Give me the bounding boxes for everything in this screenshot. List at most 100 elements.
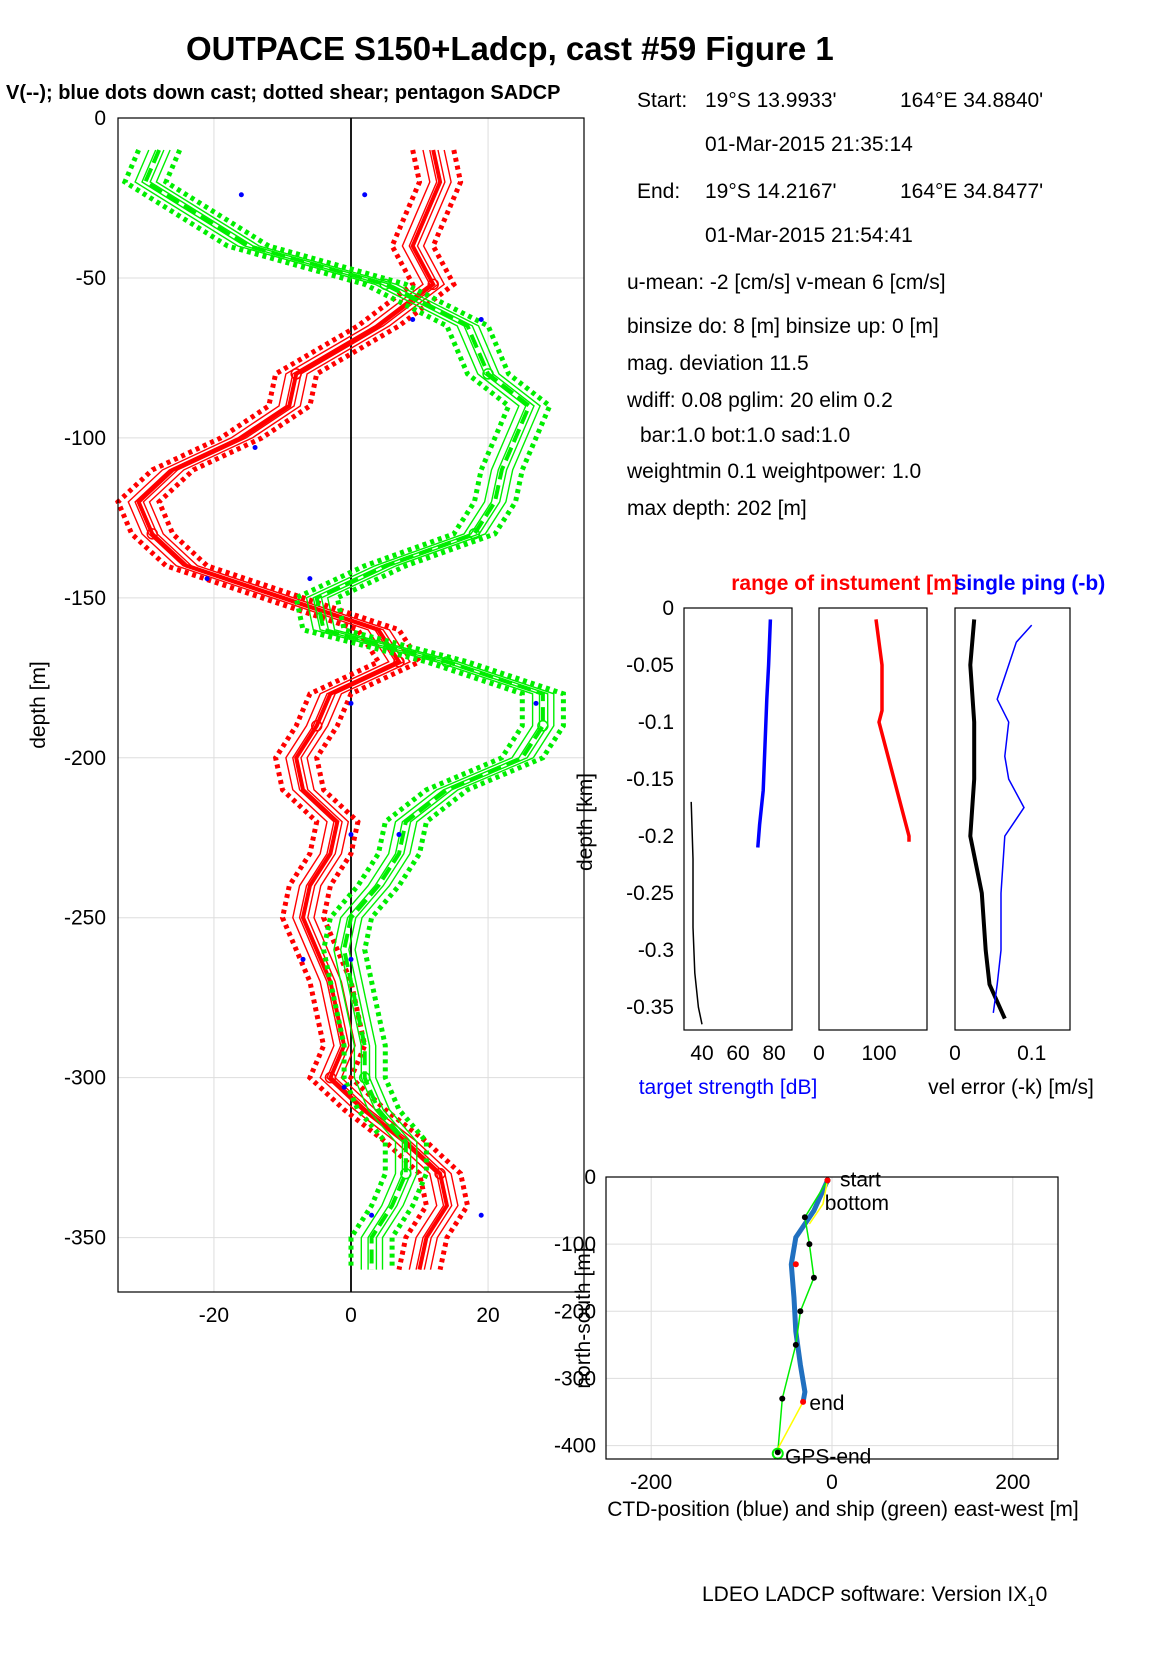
single-ping-title: single ping (-b) [955,572,1105,595]
x-tick-label: 0 [949,1042,961,1065]
y-tick-label: -0.2 [638,825,674,848]
range-plot: 0 100 range of instument [m] [731,572,959,1065]
series-line-copy [134,149,445,1270]
downcast-dot [348,832,354,838]
y-tick-label: -250 [64,907,106,930]
v-velocity-line [142,149,545,1270]
start-label: Start: [637,89,688,112]
series-envelope-left [115,149,430,1271]
downcast-dot [478,317,484,323]
y-tick-label: -0.25 [626,882,674,905]
downcast-dot [341,1084,347,1090]
downcast-dot [362,192,368,198]
downcast-dot [204,576,210,582]
y-tick-label: -200 [554,1300,596,1323]
downcast-dot [300,956,306,962]
series-line-copy [155,149,555,1270]
series-line-copy [142,149,453,1270]
x-tick-label: 0.1 [1017,1042,1046,1065]
position-dot [797,1308,804,1315]
depth-km-label: depth [km] [574,773,597,871]
position-dot [774,1449,781,1456]
sadcp-marker [427,278,439,291]
y-axis-label: depth [m] [27,661,50,749]
gps-end-annotation: GPS-end [785,1446,871,1469]
downcast-dot [533,700,539,706]
y-tick-label: -200 [64,747,106,770]
y-tick-label: -400 [554,1435,596,1458]
x-tick-label: -200 [630,1471,672,1494]
downcast-dot [348,700,354,706]
bottom-annotation: bottom [825,1192,889,1215]
y-tick-label: 0 [94,107,106,130]
vel-error-label: vel error (-k) [m/s] [928,1076,1094,1099]
single-ping-error-line [992,624,1033,1014]
software-version-sub: 1 [1027,1593,1036,1611]
y-tick-label: -300 [554,1367,596,1390]
target-strength-plot: 40 60 80 0 -0.05 -0.1 -0.15 -0.2 -0.25 -0.3 -0.35 t… [574,597,817,1099]
ctd-marker [824,1177,831,1184]
software-version-main: LDEO LADCP software: Version IX [702,1583,1028,1606]
x-tick-label: 60 [726,1042,749,1065]
position-dot [779,1395,786,1402]
y-tick-label: -0.35 [626,996,674,1019]
position-dot [810,1274,817,1281]
bar-info: bar:1.0 bot:1.0 sad:1.0 [640,424,851,447]
sadcp-marker [310,720,323,732]
position-y-label: north-south [m] [572,1247,595,1388]
max-depth: max depth: 202 [m] [627,497,807,520]
mag-deviation: mag. deviation 11.5 [627,352,809,375]
weight-info: weightmin 0.1 weightpower: 1.0 [627,460,922,483]
x-tick-label: 0 [826,1471,838,1494]
range-plot-frame [818,607,928,1031]
position-x-label: CTD-position (blue) and ship (green) eas… [607,1498,1079,1521]
sadcp-marker [324,1071,337,1084]
range-title: range of instument [m] [731,572,959,595]
y-tick-label: -0.1 [638,711,674,734]
drift-line [808,1180,829,1225]
start-annotation: start [840,1168,881,1191]
instrument-range-line [874,619,911,842]
ship-track [777,1180,829,1453]
start-lat: 19°S 13.9933' [705,89,837,112]
end-label: End: [637,180,681,203]
sadcp-marker [434,1167,446,1180]
series-line-copy [127,149,438,1270]
y-tick-label: -100 [554,1233,596,1256]
x-tick-label: 100 [861,1042,896,1065]
wdiff-info: wdiff: 0.08 pglim: 20 elim 0.2 [627,389,893,412]
ts-plot-frame [683,607,793,1031]
err-plot-frame [954,607,1071,1031]
downcast-dot [307,576,313,582]
series-line-copy [148,149,459,1270]
y-tick-label: -0.3 [638,939,674,962]
sadcp-marker [379,278,392,291]
target-strength-line [756,619,773,848]
binsize-info: binsize do: 8 [m] binsize up: 0 [m] [627,315,939,338]
downcast-dot [396,832,402,838]
y-tick-label: -50 [76,267,106,290]
y-tick-label: 0 [584,1166,596,1189]
start-time: 01-Mar-2015 21:35:14 [705,133,913,156]
y-tick-label: -350 [64,1227,106,1250]
series-line-copy [141,149,541,1270]
ctd-track [788,1179,830,1403]
software-version: LDEO LADCP software: Version IX10 [702,1583,1047,1610]
velocity-error-line [968,619,1007,1020]
series-line-copy [149,149,549,1270]
x-tick-label: 40 [690,1042,713,1065]
end-annotation: end [809,1392,844,1415]
mean-velocities: u-mean: -2 [cm/s] v-mean 6 [cm/s] [627,271,946,294]
y-tick-label: -0.15 [626,768,674,791]
y-tick-label: 0 [662,597,674,620]
u-velocity-line [136,149,450,1271]
software-version-end: 0 [1035,1583,1048,1606]
sadcp-marker [400,1167,412,1180]
downcast-dot [238,192,244,198]
series-line-copy [134,149,534,1270]
series-envelope-right [162,149,566,1270]
downcast-dot [348,956,354,962]
x-tick-label: -20 [199,1304,229,1327]
